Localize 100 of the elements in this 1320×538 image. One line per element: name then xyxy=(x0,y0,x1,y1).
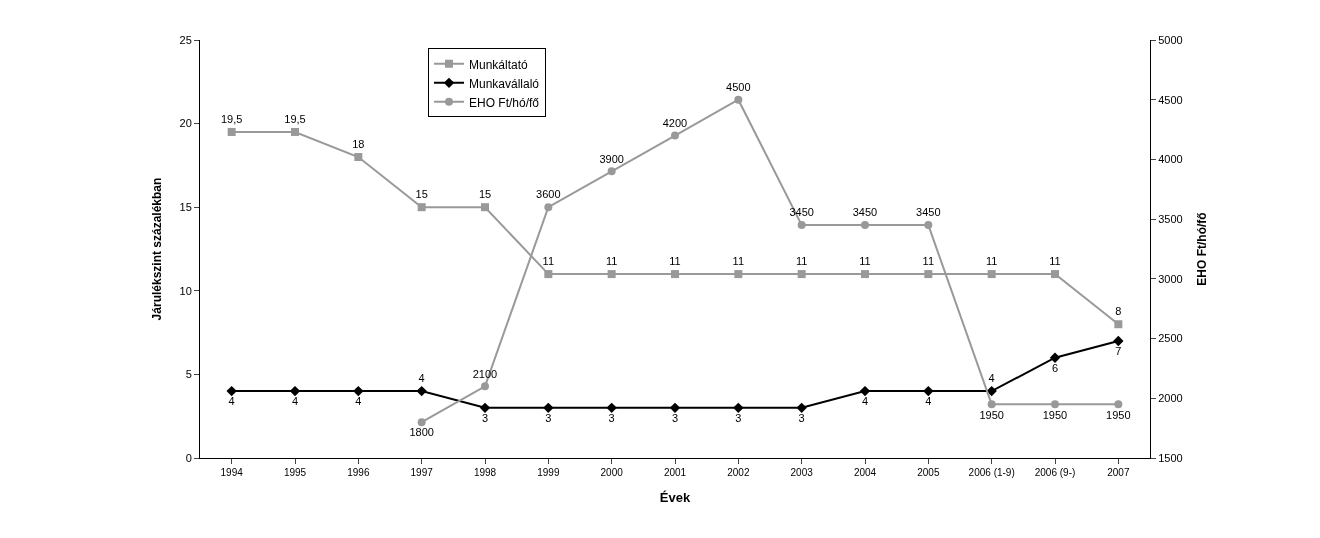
point xyxy=(607,167,616,176)
x-tick-label: 1997 xyxy=(410,467,434,478)
data-label: 3 xyxy=(481,412,489,425)
y2-tick-label: 3000 xyxy=(1158,272,1183,285)
data-label: 3450 xyxy=(789,206,814,219)
data-label: 3 xyxy=(671,412,679,425)
point xyxy=(417,203,426,212)
point xyxy=(923,385,934,397)
point xyxy=(354,153,363,162)
data-label: 11 xyxy=(605,255,618,268)
point xyxy=(669,402,681,414)
point xyxy=(1051,400,1059,409)
x-tick-label: 1998 xyxy=(473,467,497,478)
x-tick-label: 1994 xyxy=(220,467,244,478)
point xyxy=(1113,335,1124,347)
data-label: 11 xyxy=(542,255,555,268)
point xyxy=(671,131,679,140)
data-label: 15 xyxy=(415,188,428,201)
point xyxy=(924,270,933,279)
y2-axis-title: EHO Ft/hó/fő xyxy=(1194,212,1209,286)
data-label: 6 xyxy=(1051,361,1059,374)
data-label: 4500 xyxy=(726,80,751,93)
data-label: 3 xyxy=(735,412,742,425)
point xyxy=(353,385,364,397)
point xyxy=(796,402,807,414)
data-label: 11 xyxy=(732,255,745,268)
data-label: 19,5 xyxy=(220,113,243,126)
y2-tick-label: 3500 xyxy=(1158,212,1183,225)
point xyxy=(734,95,743,104)
point xyxy=(733,402,744,414)
point xyxy=(481,382,489,391)
point xyxy=(416,385,427,397)
y-tick-label: 15 xyxy=(179,201,192,214)
y-axis-title: Járulékszint százalékban xyxy=(149,177,164,321)
point xyxy=(544,270,553,279)
data-label: 11 xyxy=(669,255,681,268)
point xyxy=(924,221,933,230)
point xyxy=(1114,320,1123,329)
data-label: 11 xyxy=(859,255,871,268)
data-label: 15 xyxy=(478,188,492,201)
x-tick-label: 2002 xyxy=(727,467,750,478)
data-label: 1800 xyxy=(409,426,434,439)
x-axis-title: Évek xyxy=(659,489,691,505)
point xyxy=(481,203,489,212)
y2-tick-label: 4500 xyxy=(1158,93,1183,106)
data-label: 3900 xyxy=(599,152,624,165)
y2-tick-label: 4000 xyxy=(1158,153,1183,166)
data-label: 2100 xyxy=(472,367,498,380)
legend-label: EHO Ft/hó/fő xyxy=(469,95,540,110)
data-label: 4 xyxy=(988,372,995,385)
data-label: 3450 xyxy=(916,206,941,219)
y-tick-label: 5 xyxy=(185,368,192,381)
data-label: 4 xyxy=(861,395,869,408)
point xyxy=(797,221,806,230)
y2-tick-label: 5000 xyxy=(1158,33,1183,46)
data-label: 4 xyxy=(418,372,425,385)
legend-label: Munkavállaló xyxy=(469,76,540,91)
data-label: 11 xyxy=(985,255,998,268)
point xyxy=(987,400,996,409)
data-label: 4 xyxy=(228,395,235,408)
data-label: 11 xyxy=(922,255,935,268)
x-tick-label: 1999 xyxy=(537,467,560,478)
data-label: 8 xyxy=(1115,305,1122,318)
x-tick-label: 2005 xyxy=(917,467,940,478)
data-label: 11 xyxy=(795,255,808,268)
data-label: 3600 xyxy=(536,188,561,201)
point xyxy=(671,270,679,279)
point xyxy=(227,127,236,136)
data-label: 3 xyxy=(545,412,552,425)
y2-tick-label: 2000 xyxy=(1158,392,1183,405)
y2-tick-label: 2500 xyxy=(1158,332,1183,345)
y-tick-label: 20 xyxy=(179,117,192,130)
x-tick-label: 2006 (9-) xyxy=(1034,467,1076,478)
y-tick-label: 0 xyxy=(185,451,192,464)
x-tick-label: 1995 xyxy=(283,467,307,478)
x-tick-label: 2007 xyxy=(1107,467,1130,478)
point xyxy=(417,418,426,427)
legend-label: Munkáltató xyxy=(469,57,529,72)
point xyxy=(987,270,996,279)
data-label: 7 xyxy=(1115,345,1122,358)
data-label: 1950 xyxy=(1042,408,1068,421)
point xyxy=(543,402,554,414)
x-tick-label: 2001 xyxy=(663,467,687,478)
data-label: 3 xyxy=(608,412,615,425)
data-label: 1950 xyxy=(979,408,1004,421)
point xyxy=(479,402,491,414)
data-label: 4 xyxy=(291,395,299,408)
data-label: 11 xyxy=(1049,255,1061,268)
point xyxy=(1049,352,1061,363)
data-label: 19,5 xyxy=(284,113,306,126)
point xyxy=(861,221,869,230)
point xyxy=(1051,270,1059,279)
data-label: 3 xyxy=(798,412,805,425)
data-label: 4200 xyxy=(662,116,688,129)
data-label: 4 xyxy=(355,395,362,408)
point xyxy=(797,270,806,279)
x-tick-label: 2003 xyxy=(790,467,814,478)
data-label: 3450 xyxy=(852,206,878,219)
x-tick-label: 2000 xyxy=(600,467,624,478)
point xyxy=(1114,400,1123,409)
